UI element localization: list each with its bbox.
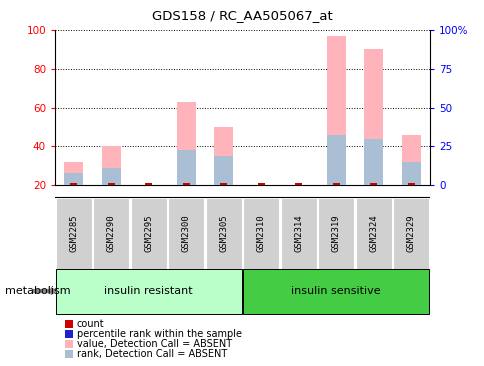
Bar	[145, 183, 151, 185]
Bar	[393, 198, 428, 271]
Bar	[407, 183, 414, 185]
Text: GDS158 / RC_AA505067_at: GDS158 / RC_AA505067_at	[152, 9, 332, 22]
Text: GSM2300: GSM2300	[182, 215, 190, 252]
Text: GSM2319: GSM2319	[331, 215, 340, 252]
Text: GSM2295: GSM2295	[144, 215, 153, 252]
Bar	[102, 168, 121, 185]
Bar	[326, 135, 345, 185]
Bar	[182, 183, 189, 185]
Text: GSM2305: GSM2305	[219, 215, 228, 252]
Text: GSM2285: GSM2285	[69, 215, 78, 252]
Bar	[355, 198, 391, 271]
Bar	[243, 198, 279, 271]
Bar	[214, 156, 233, 185]
Bar	[70, 183, 77, 185]
Bar	[102, 146, 121, 185]
Bar	[401, 135, 420, 185]
Bar	[333, 183, 339, 185]
Text: GSM2324: GSM2324	[368, 215, 378, 252]
Bar	[177, 102, 195, 185]
Bar	[257, 183, 264, 185]
Bar	[168, 198, 204, 271]
Bar	[131, 198, 166, 271]
Bar	[318, 198, 353, 271]
Text: metabolism: metabolism	[5, 286, 70, 296]
Bar	[64, 162, 83, 185]
Bar	[370, 183, 376, 185]
Bar	[220, 183, 227, 185]
Text: count: count	[76, 319, 104, 329]
Text: GSM2290: GSM2290	[106, 215, 116, 252]
Text: percentile rank within the sample: percentile rank within the sample	[76, 329, 242, 339]
Text: GSM2310: GSM2310	[256, 215, 265, 252]
Bar	[205, 198, 241, 271]
Bar	[326, 36, 345, 185]
Bar	[363, 49, 382, 185]
Bar	[56, 269, 241, 314]
Bar	[401, 162, 420, 185]
Text: insulin resistant: insulin resistant	[104, 286, 193, 296]
Text: GSM2314: GSM2314	[294, 215, 302, 252]
Bar	[280, 198, 316, 271]
Bar	[56, 198, 91, 271]
Bar	[363, 138, 382, 185]
Text: insulin sensitive: insulin sensitive	[291, 286, 380, 296]
Text: rank, Detection Call = ABSENT: rank, Detection Call = ABSENT	[76, 349, 227, 359]
Bar	[295, 183, 302, 185]
Bar	[243, 269, 428, 314]
Text: GSM2329: GSM2329	[406, 215, 415, 252]
Bar	[177, 150, 195, 185]
Text: value, Detection Call = ABSENT: value, Detection Call = ABSENT	[76, 339, 231, 349]
Bar	[64, 173, 83, 185]
Bar	[214, 127, 233, 185]
Bar	[108, 183, 114, 185]
Bar	[93, 198, 129, 271]
